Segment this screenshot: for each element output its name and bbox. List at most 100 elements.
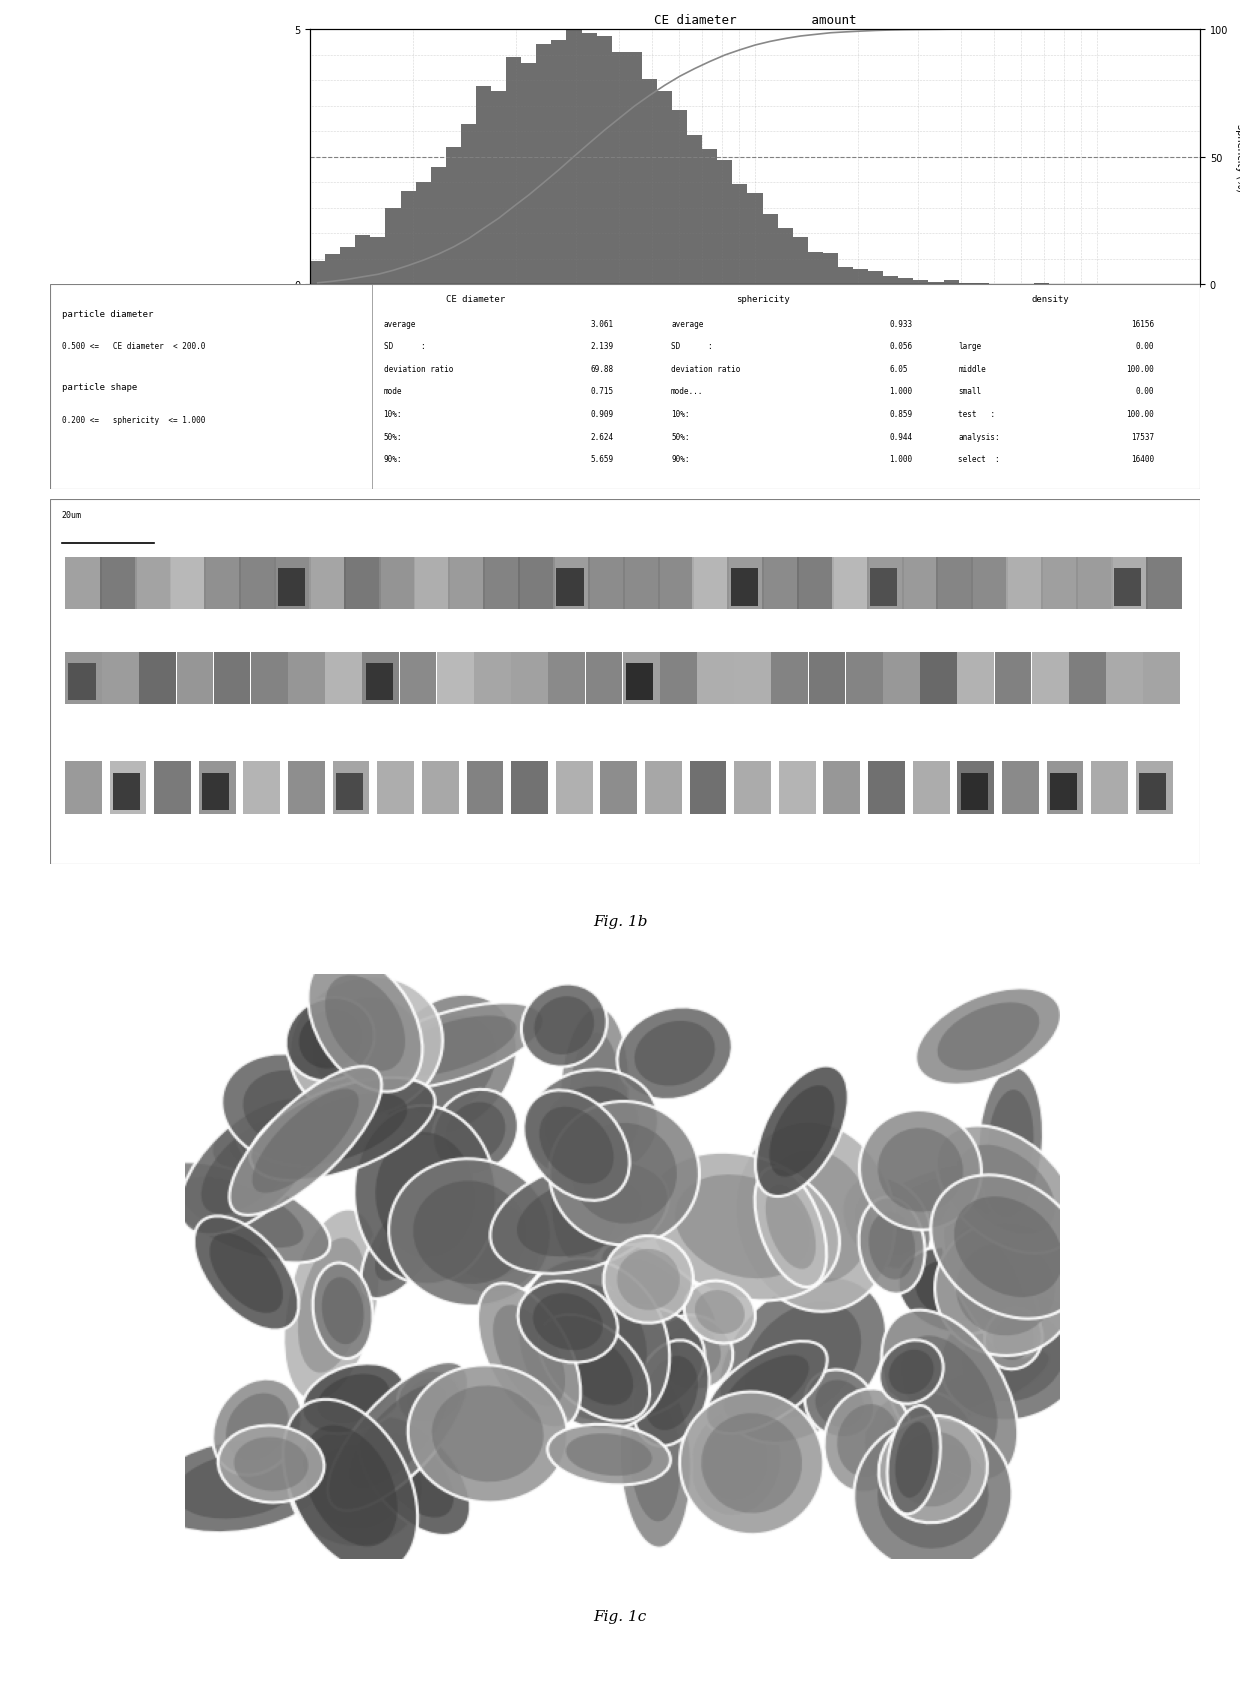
Text: 0.056: 0.056	[889, 343, 913, 351]
FancyBboxPatch shape	[449, 558, 485, 610]
FancyBboxPatch shape	[436, 653, 474, 704]
Text: 50%:: 50%:	[383, 433, 402, 442]
Text: large: large	[959, 343, 982, 351]
Bar	[868, 273, 883, 285]
Bar	[717, 160, 733, 285]
Bar	[929, 283, 944, 285]
Bar	[748, 194, 763, 285]
FancyBboxPatch shape	[336, 774, 363, 810]
Bar	[521, 65, 536, 285]
FancyBboxPatch shape	[692, 558, 729, 610]
FancyBboxPatch shape	[139, 653, 176, 704]
FancyBboxPatch shape	[99, 558, 136, 610]
FancyBboxPatch shape	[588, 558, 625, 610]
FancyBboxPatch shape	[867, 558, 904, 610]
FancyBboxPatch shape	[1111, 558, 1147, 610]
Bar	[823, 254, 838, 285]
FancyBboxPatch shape	[832, 558, 869, 610]
Text: 1.000: 1.000	[889, 387, 913, 396]
Bar	[807, 254, 823, 285]
FancyBboxPatch shape	[779, 762, 816, 815]
Text: 0.933: 0.933	[889, 319, 913, 329]
FancyBboxPatch shape	[113, 774, 140, 810]
Bar	[506, 58, 521, 285]
FancyBboxPatch shape	[1002, 762, 1039, 815]
FancyBboxPatch shape	[808, 653, 846, 704]
FancyBboxPatch shape	[957, 653, 994, 704]
FancyBboxPatch shape	[1143, 653, 1180, 704]
FancyBboxPatch shape	[239, 558, 277, 610]
FancyBboxPatch shape	[622, 653, 660, 704]
FancyBboxPatch shape	[50, 285, 1200, 489]
Text: 0.859: 0.859	[889, 409, 913, 419]
FancyBboxPatch shape	[511, 653, 548, 704]
FancyBboxPatch shape	[332, 762, 370, 815]
Text: SD      :: SD :	[671, 343, 713, 351]
FancyBboxPatch shape	[250, 653, 288, 704]
Text: 6.05: 6.05	[889, 365, 908, 373]
FancyBboxPatch shape	[1115, 569, 1141, 607]
Bar	[401, 193, 415, 285]
Bar	[687, 136, 702, 285]
FancyBboxPatch shape	[102, 653, 139, 704]
FancyBboxPatch shape	[971, 558, 1008, 610]
FancyBboxPatch shape	[763, 558, 799, 610]
Bar	[340, 247, 355, 285]
FancyBboxPatch shape	[697, 653, 734, 704]
FancyBboxPatch shape	[1106, 653, 1143, 704]
Bar	[552, 41, 567, 285]
Bar	[898, 280, 914, 285]
Text: 10%:: 10%:	[671, 409, 689, 419]
FancyBboxPatch shape	[366, 663, 393, 701]
Text: 17537: 17537	[1131, 433, 1154, 442]
Text: deviation ratio: deviation ratio	[383, 365, 453, 373]
FancyBboxPatch shape	[1050, 774, 1078, 810]
Bar	[567, 31, 582, 285]
Text: particle shape: particle shape	[62, 384, 136, 392]
FancyBboxPatch shape	[961, 774, 988, 810]
FancyBboxPatch shape	[202, 774, 229, 810]
FancyBboxPatch shape	[64, 653, 102, 704]
Bar	[491, 92, 506, 285]
FancyBboxPatch shape	[1076, 558, 1112, 610]
Text: Fig. 1c: Fig. 1c	[594, 1610, 646, 1623]
Bar	[657, 92, 672, 285]
Bar	[792, 239, 807, 285]
Bar	[371, 237, 386, 285]
FancyBboxPatch shape	[109, 762, 146, 815]
Text: 0.00: 0.00	[1136, 343, 1154, 351]
Text: 0.944: 0.944	[889, 433, 913, 442]
Bar	[461, 124, 476, 285]
Bar	[838, 268, 853, 285]
Bar	[536, 44, 552, 285]
FancyBboxPatch shape	[278, 569, 305, 607]
FancyBboxPatch shape	[1069, 653, 1106, 704]
FancyBboxPatch shape	[288, 762, 325, 815]
Text: 90%:: 90%:	[383, 455, 402, 464]
Text: 0.909: 0.909	[590, 409, 614, 419]
Bar	[702, 150, 717, 285]
FancyBboxPatch shape	[198, 762, 236, 815]
FancyBboxPatch shape	[728, 558, 764, 610]
FancyBboxPatch shape	[920, 653, 957, 704]
FancyBboxPatch shape	[309, 558, 346, 610]
Bar	[642, 80, 657, 285]
FancyBboxPatch shape	[734, 653, 771, 704]
FancyBboxPatch shape	[626, 663, 653, 701]
Bar	[777, 228, 792, 285]
Text: 20um: 20um	[62, 512, 82, 520]
Text: test   :: test :	[959, 409, 996, 419]
FancyBboxPatch shape	[771, 653, 808, 704]
FancyBboxPatch shape	[730, 569, 758, 607]
Bar	[944, 281, 959, 285]
FancyBboxPatch shape	[325, 653, 362, 704]
FancyBboxPatch shape	[362, 653, 399, 704]
Text: average: average	[671, 319, 703, 329]
FancyBboxPatch shape	[135, 558, 171, 610]
Text: 90%:: 90%:	[671, 455, 689, 464]
Text: 10%:: 10%:	[383, 409, 402, 419]
FancyBboxPatch shape	[1136, 762, 1173, 815]
Bar	[325, 256, 340, 285]
Text: small: small	[959, 387, 982, 396]
Bar	[626, 53, 642, 285]
